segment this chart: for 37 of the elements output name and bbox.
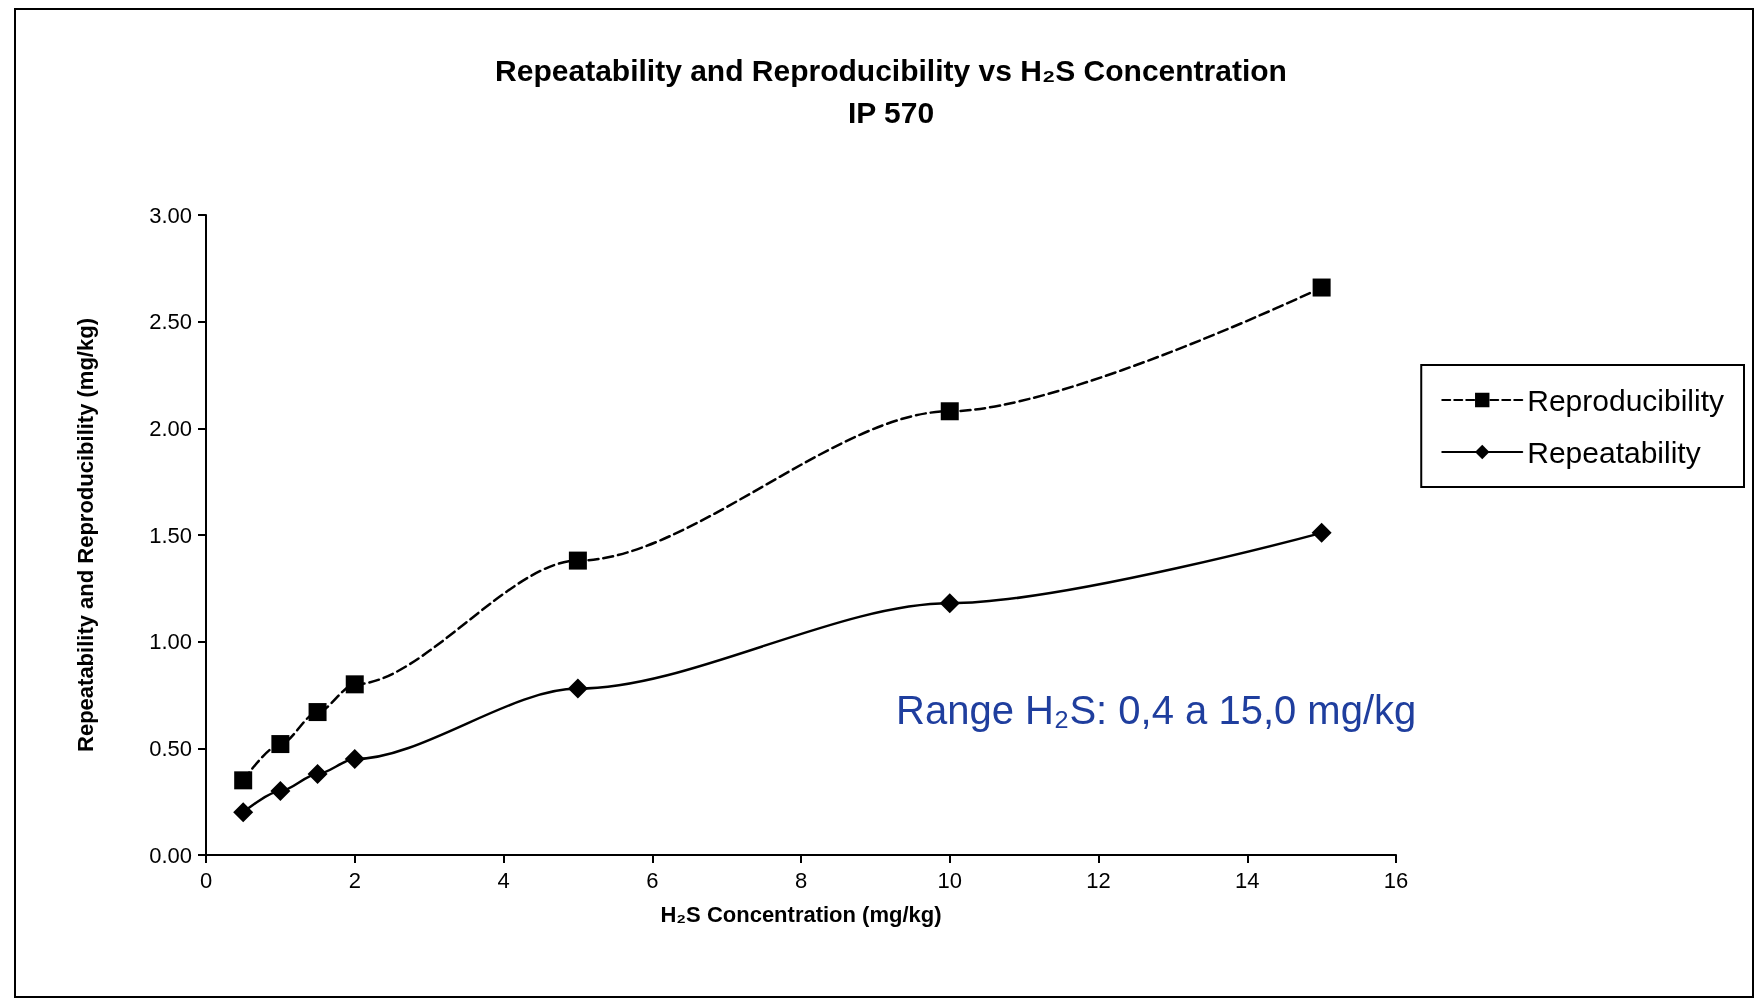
legend-label: Reproducibility <box>1527 383 1725 417</box>
y-tick-label: 3.00 <box>149 202 192 228</box>
x-tick-label: 2 <box>348 867 361 893</box>
point <box>307 763 328 784</box>
point <box>567 678 588 699</box>
y-tick-label: 2.00 <box>149 415 192 441</box>
x-tick-label: 10 <box>937 867 962 893</box>
x-tick-label: 16 <box>1383 867 1409 893</box>
point <box>270 781 291 801</box>
y-axis-title: Repeatability and Reproducibility (mg/kg) <box>72 318 98 752</box>
point <box>308 703 327 722</box>
x-axis-title: H₂S Concentration (mg/kg) <box>660 901 942 927</box>
x-tick-label: 8 <box>794 867 808 893</box>
legend-label: Repeatability <box>1527 435 1701 469</box>
point <box>234 771 253 790</box>
x-tick-label: 14 <box>1235 867 1260 893</box>
point <box>345 675 364 694</box>
y-tick-label: 0.50 <box>149 735 192 761</box>
x-tick-label: 12 <box>1086 867 1111 893</box>
y-tick-label: 1.50 <box>149 522 192 548</box>
point <box>939 593 960 614</box>
point <box>1311 522 1332 543</box>
point <box>940 402 959 421</box>
point <box>568 551 587 570</box>
point <box>1312 278 1331 297</box>
y-tick-label: 2.50 <box>149 309 192 335</box>
chart-subtitle: IP 570 <box>847 95 935 129</box>
point <box>344 749 365 769</box>
x-tick-label: 0 <box>199 867 213 893</box>
y-tick-label: 0.00 <box>149 842 192 868</box>
point <box>233 802 254 823</box>
y-tick-label: 1.00 <box>149 629 192 655</box>
annotation: Range H₂S: 0,4 a 15,0 mg/kg <box>896 688 1417 732</box>
chart-title: Repeatability and Reproducibility vs H₂S Concentration <box>495 53 1287 87</box>
x-tick-label: 6 <box>646 867 659 893</box>
point <box>271 735 290 754</box>
x-tick-label: 4 <box>497 867 510 893</box>
